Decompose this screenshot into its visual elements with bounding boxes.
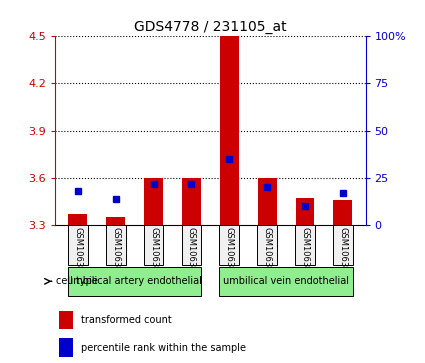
- Text: GSM1063396: GSM1063396: [74, 227, 82, 283]
- Text: cell type: cell type: [56, 276, 98, 286]
- Title: GDS4778 / 231105_at: GDS4778 / 231105_at: [134, 20, 287, 34]
- Text: transformed count: transformed count: [80, 315, 171, 325]
- Text: GSM1063408: GSM1063408: [338, 227, 347, 283]
- Text: GSM1063405: GSM1063405: [225, 227, 234, 283]
- Text: GSM1063406: GSM1063406: [263, 227, 272, 283]
- FancyBboxPatch shape: [219, 225, 239, 265]
- Text: umbilical artery endothelial: umbilical artery endothelial: [67, 276, 202, 286]
- Bar: [59, 338, 73, 357]
- Text: percentile rank within the sample: percentile rank within the sample: [80, 343, 246, 352]
- Text: GSM1063399: GSM1063399: [187, 227, 196, 283]
- FancyBboxPatch shape: [144, 225, 164, 265]
- FancyBboxPatch shape: [68, 225, 88, 265]
- Bar: [59, 310, 73, 329]
- FancyBboxPatch shape: [219, 266, 353, 296]
- FancyBboxPatch shape: [333, 225, 353, 265]
- Text: umbilical vein endothelial: umbilical vein endothelial: [223, 276, 349, 286]
- Bar: [258, 178, 277, 225]
- Bar: [182, 178, 201, 225]
- Bar: [333, 200, 352, 225]
- FancyBboxPatch shape: [106, 225, 126, 265]
- Text: GSM1063397: GSM1063397: [111, 227, 120, 283]
- FancyBboxPatch shape: [181, 225, 201, 265]
- Bar: [68, 214, 88, 225]
- Bar: [295, 198, 314, 225]
- FancyBboxPatch shape: [68, 266, 201, 296]
- Bar: [144, 178, 163, 225]
- Text: GSM1063398: GSM1063398: [149, 227, 158, 283]
- Text: GSM1063407: GSM1063407: [300, 227, 309, 283]
- Bar: [106, 217, 125, 225]
- Bar: [220, 36, 239, 225]
- FancyBboxPatch shape: [295, 225, 315, 265]
- FancyBboxPatch shape: [257, 225, 277, 265]
